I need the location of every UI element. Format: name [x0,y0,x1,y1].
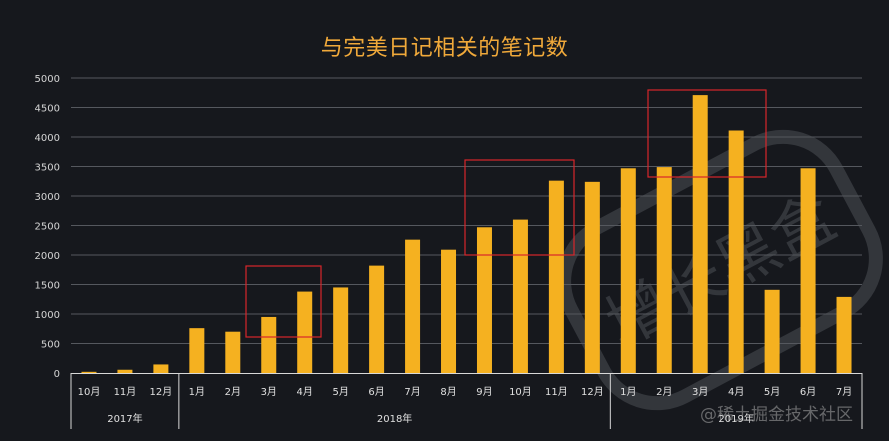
bar [800,168,816,373]
bar [692,95,708,374]
bar [117,369,133,373]
y-tick-label: 4000 [35,133,60,144]
highlight-box [464,159,575,256]
y-tick-label: 2000 [35,251,60,262]
y-axis-ticks: 0 500 1000 1500 2000 2500 3000 3500 4000 4500 5000 [35,74,60,380]
bar [369,265,385,373]
bar [405,239,421,373]
x-tick-label: 4月 [297,386,313,398]
highlight-box [245,265,322,338]
x-group-label: 2019年 [718,412,753,425]
x-tick-label: 6月 [800,386,816,398]
bar [476,227,492,373]
bar [512,219,528,373]
x-tick-label: 12月 [150,386,173,398]
bar [728,130,744,373]
bar [225,331,241,373]
chart-title: 与完美日记相关的笔记数 [320,36,569,61]
y-tick-label: 3000 [35,192,60,203]
x-tick-label: 3月 [692,386,708,398]
bar [189,328,205,373]
bar [620,168,636,373]
x-tick-label: 7月 [836,386,852,398]
bar [153,364,169,373]
y-tick-label: 3500 [35,163,60,174]
x-tick-label: 1月 [189,386,205,398]
bar [656,167,672,373]
y-tick-label: 0 [54,369,60,380]
x-axis: 10月 11月 12月 1月 2月 3月 4月 5月 6月 7月 8月 9月 10月 11月 12月 1月 2月… [70,373,863,429]
x-tick-label: 12月 [581,386,604,398]
x-tick-label: 7月 [404,386,420,398]
bar [548,180,564,373]
x-tick-label: 9月 [476,386,492,398]
x-tick-label: 5月 [764,386,780,398]
bar [333,287,349,373]
x-tick-label: 10月 [78,386,101,398]
x-tick-label: 2月 [656,386,672,398]
y-tick-label: 5000 [35,74,60,85]
bar [584,181,600,373]
bars [81,95,852,374]
highlight-boxes [245,89,767,338]
x-group-label: 2017年 [107,412,142,425]
x-tick-label: 8月 [440,386,456,398]
x-tick-label: 3月 [261,386,277,398]
bar [836,296,852,373]
x-tick-label: 1月 [620,386,636,398]
x-tick-label: 10月 [509,386,532,398]
x-tick-label: 6月 [368,386,384,398]
y-tick-label: 4500 [35,104,60,115]
bar [261,316,277,373]
y-tick-label: 500 [41,340,60,351]
x-tick-label: 2月 [225,386,241,398]
x-tick-label: 5月 [332,386,348,398]
x-group-label: 2018年 [377,412,412,425]
bar [441,249,457,373]
x-tick-label: 11月 [545,386,568,398]
bar [297,291,313,373]
x-tick-label: 4月 [728,386,744,398]
y-tick-label: 1000 [35,310,60,321]
watermark-text: @稀土掘金技术社区 [700,405,853,425]
bar [81,371,97,373]
x-tick-label: 11月 [114,386,137,398]
y-tick-label: 1500 [35,281,60,292]
bar [764,289,780,373]
highlight-box [647,89,767,178]
y-tick-label: 2500 [35,222,60,233]
